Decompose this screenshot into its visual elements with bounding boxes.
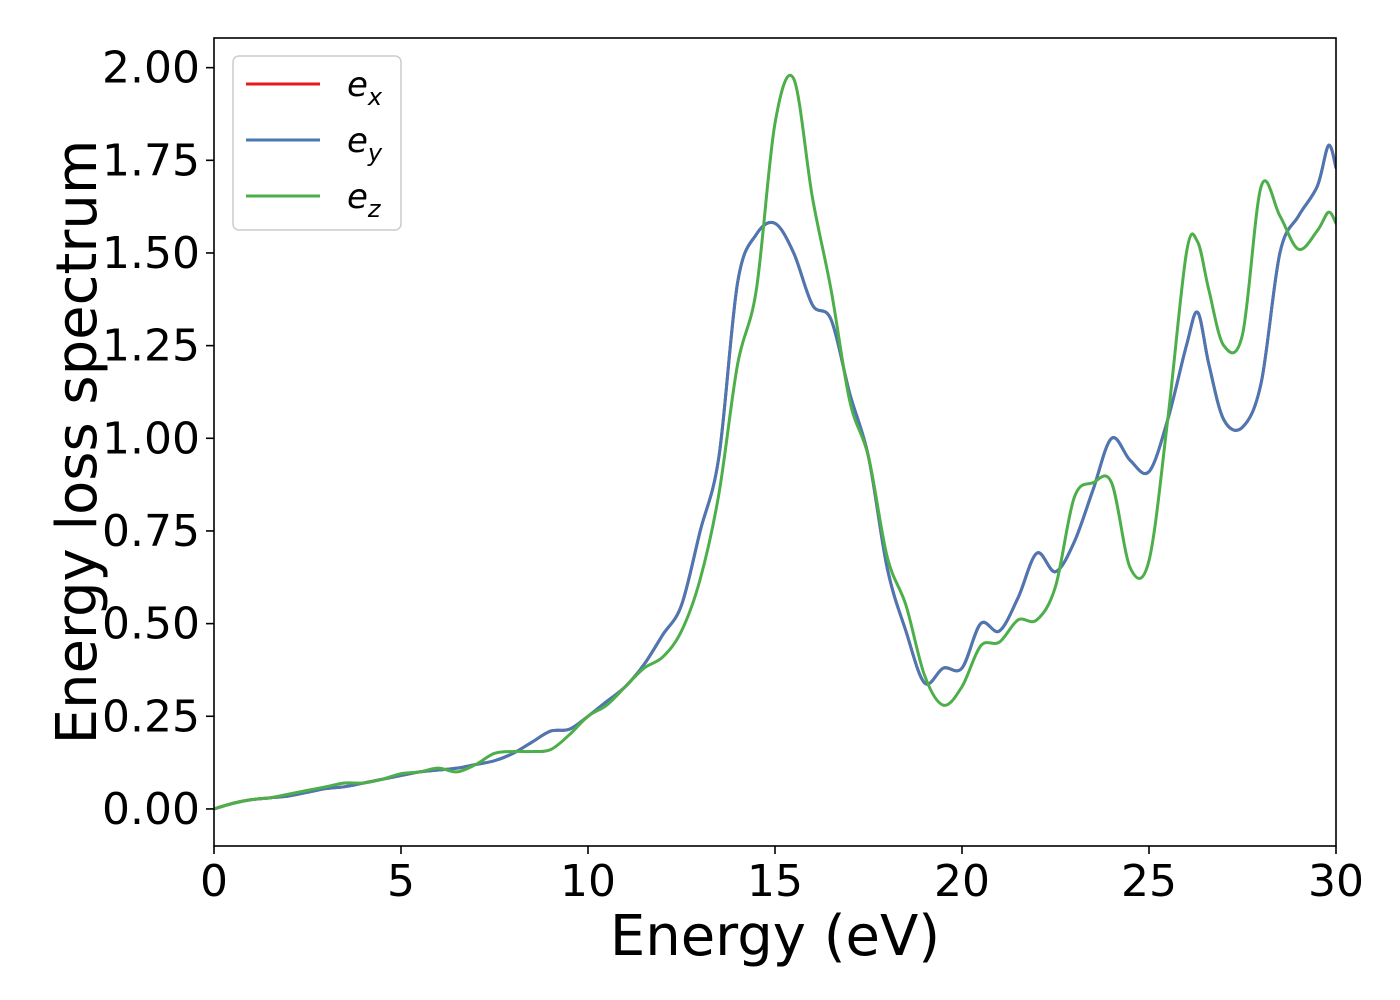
x-axis-title: Energy (eV) (610, 904, 940, 969)
legend-label-x: ex (347, 65, 383, 111)
y-tick-label: 2.00 (102, 43, 200, 94)
y-axis-title: Energy loss spectrum (45, 140, 110, 745)
legend-label-subscript: y (367, 139, 383, 167)
legend-box (232, 55, 402, 231)
y-tick-label: 1.75 (102, 135, 200, 186)
x-axis: 0 5 10 15 20 25 30 (200, 846, 1364, 907)
legend-label-subscript: x (367, 83, 383, 111)
y-axis: 0.00 0.25 0.50 0.75 1.00 1.25 1.50 1.75 2.00 (102, 43, 214, 835)
legend-label-z: ez (347, 177, 382, 223)
x-tick-label: 10 (560, 856, 616, 907)
legend-label-base: e (347, 177, 368, 217)
x-tick-label: 30 (1308, 856, 1364, 907)
legend-label-base: e (347, 121, 368, 161)
x-tick-label: 5 (387, 856, 415, 907)
series-line-z (214, 73, 1336, 811)
x-tick-label: 15 (747, 856, 803, 907)
y-tick-label: 0.25 (102, 691, 200, 742)
y-tick-label: 0.00 (102, 784, 200, 835)
y-tick-label: 1.00 (102, 413, 200, 464)
x-tick-label: 0 (200, 856, 228, 907)
x-tick-label: 20 (934, 856, 990, 907)
legend-label-base: e (347, 65, 368, 105)
y-tick-label: 0.50 (102, 599, 200, 650)
legend-label-y: ey (347, 121, 383, 167)
x-tick-label: 25 (1121, 856, 1177, 907)
y-tick-label: 1.25 (102, 321, 200, 372)
legend-label-subscript: z (367, 195, 382, 223)
y-tick-label: 0.75 (102, 506, 200, 557)
y-tick-label: 1.50 (102, 228, 200, 279)
series-layer (214, 73, 1336, 811)
